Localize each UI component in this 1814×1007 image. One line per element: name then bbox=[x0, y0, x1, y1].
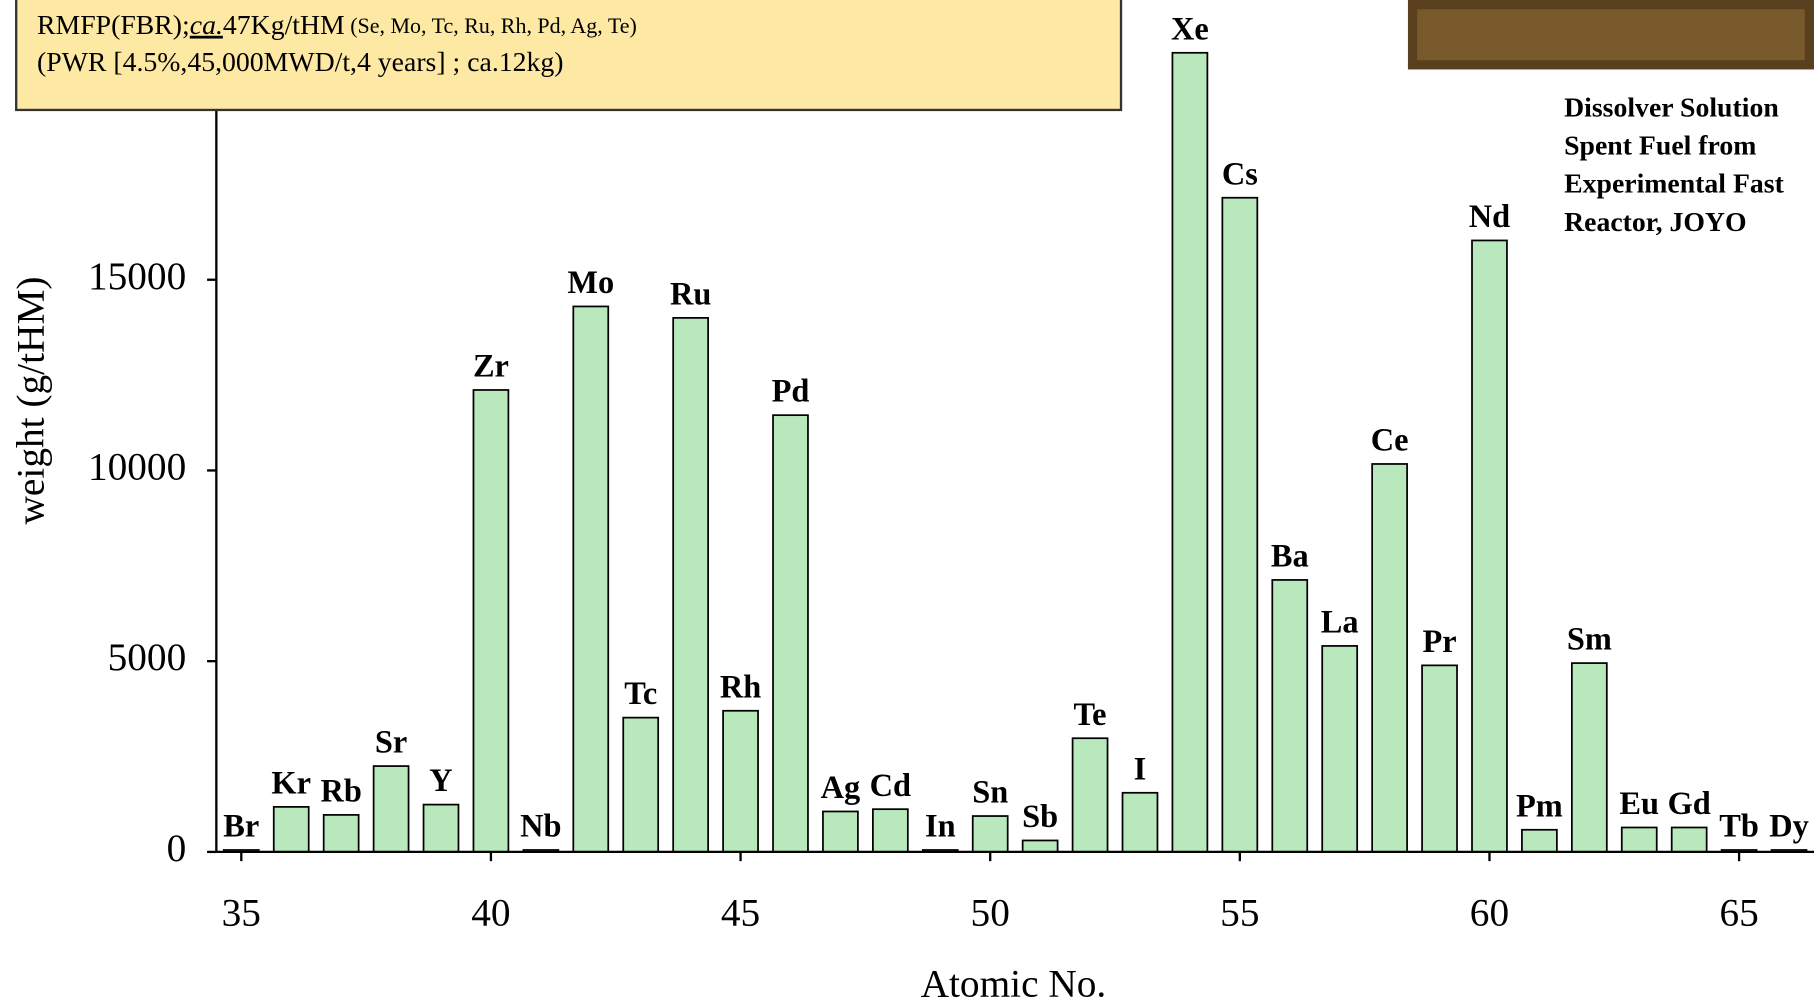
element-label: Y bbox=[429, 763, 452, 799]
bar bbox=[1272, 580, 1307, 852]
caption-line: Spent Fuel from bbox=[1564, 131, 1756, 162]
element-label: Gd bbox=[1668, 786, 1711, 822]
x-tick-label: 35 bbox=[222, 891, 261, 935]
bar bbox=[573, 306, 608, 851]
element-label: Dy bbox=[1769, 809, 1809, 845]
bar bbox=[473, 390, 508, 852]
bar bbox=[973, 816, 1008, 852]
element-label: Ba bbox=[1271, 539, 1309, 575]
bar bbox=[1123, 793, 1158, 852]
element-label: Sm bbox=[1567, 622, 1612, 658]
bar bbox=[773, 415, 808, 852]
element-label: Te bbox=[1074, 697, 1107, 733]
x-tick-label: 55 bbox=[1220, 891, 1259, 935]
element-label: Pd bbox=[772, 374, 810, 410]
bar bbox=[873, 809, 908, 852]
element-label: Mo bbox=[567, 265, 614, 301]
bar bbox=[1522, 830, 1557, 852]
element-label: Pr bbox=[1422, 624, 1456, 660]
bar bbox=[374, 766, 409, 852]
element-label: Ag bbox=[821, 770, 861, 806]
chart: Atomic No. weight (g/tHM) Dissolver Solu… bbox=[0, 0, 1814, 1007]
element-label: Sn bbox=[972, 775, 1008, 811]
bar bbox=[1322, 646, 1357, 852]
caption-line: Experimental Fast bbox=[1564, 169, 1784, 200]
bar bbox=[1222, 198, 1257, 852]
bar bbox=[1073, 738, 1108, 852]
element-label: Cd bbox=[870, 768, 911, 804]
x-tick-label: 50 bbox=[971, 891, 1010, 935]
element-label: Ce bbox=[1371, 423, 1409, 459]
bar bbox=[1372, 464, 1407, 852]
y-axis-title: weight (g/tHM) bbox=[9, 276, 53, 524]
element-label: Rb bbox=[320, 773, 361, 809]
element-label: Br bbox=[223, 809, 259, 845]
element-label: Xe bbox=[1171, 11, 1209, 47]
element-label: Sr bbox=[375, 725, 407, 761]
annotation-part: RMFP(FBR); bbox=[37, 10, 190, 41]
element-label: Ru bbox=[670, 276, 711, 312]
element-label: Tc bbox=[624, 676, 657, 712]
element-label: Sb bbox=[1022, 799, 1058, 835]
element-label: Nd bbox=[1469, 199, 1510, 235]
bar bbox=[1172, 53, 1207, 852]
y-tick-label: 0 bbox=[167, 826, 187, 870]
bar bbox=[1472, 240, 1507, 851]
annotation-part: (Se, Mo, Tc, Ru, Rh, Pd, Ag, Te) bbox=[345, 13, 637, 38]
y-tick-label: 5000 bbox=[108, 635, 187, 679]
caption-line: Reactor, JOYO bbox=[1564, 207, 1746, 238]
element-label: Kr bbox=[271, 765, 311, 801]
element-label: Tb bbox=[1719, 809, 1759, 845]
caption-line: Dissolver Solution bbox=[1564, 92, 1779, 123]
x-axis-title: Atomic No. bbox=[921, 961, 1107, 1005]
element-label: Cs bbox=[1222, 156, 1258, 192]
x-tick-label: 45 bbox=[721, 891, 760, 935]
bar bbox=[1422, 665, 1457, 852]
element-label: In bbox=[925, 809, 956, 845]
bar bbox=[324, 815, 359, 852]
x-tick-label: 40 bbox=[471, 891, 510, 935]
y-tick-label: 10000 bbox=[88, 444, 186, 488]
bar bbox=[1622, 827, 1657, 851]
photo-detail bbox=[1417, 9, 1805, 60]
element-label: La bbox=[1321, 605, 1359, 641]
bar bbox=[1572, 663, 1607, 852]
x-tick-label: 60 bbox=[1470, 891, 1509, 935]
annotation-part: ca. bbox=[190, 10, 223, 41]
bar bbox=[723, 711, 758, 852]
element-label: Nb bbox=[520, 809, 561, 845]
element-label: Zr bbox=[473, 349, 509, 385]
element-label: I bbox=[1134, 751, 1147, 787]
annotation-line: RMFP(FBR);ca.47Kg/tHM (Se, Mo, Tc, Ru, R… bbox=[37, 10, 637, 41]
element-label: Eu bbox=[1619, 786, 1659, 822]
bar bbox=[673, 318, 708, 852]
x-tick-label: 65 bbox=[1719, 891, 1758, 935]
bar bbox=[1023, 840, 1058, 851]
element-label: Rh bbox=[720, 669, 761, 705]
photo-caption: Dissolver Solution Spent Fuel from Experim… bbox=[1564, 92, 1784, 238]
element-label: Pm bbox=[1516, 788, 1563, 824]
y-tick-label: 15000 bbox=[88, 254, 186, 298]
bar bbox=[623, 718, 658, 852]
annotation-part: 47Kg/tHM bbox=[223, 10, 345, 41]
annotation-line: (PWR [4.5%,45,000MWD/t,4 years] ; ca.12k… bbox=[37, 47, 564, 78]
bar bbox=[823, 811, 858, 851]
bar bbox=[274, 807, 309, 852]
bar bbox=[424, 805, 459, 852]
bar bbox=[1672, 827, 1707, 851]
